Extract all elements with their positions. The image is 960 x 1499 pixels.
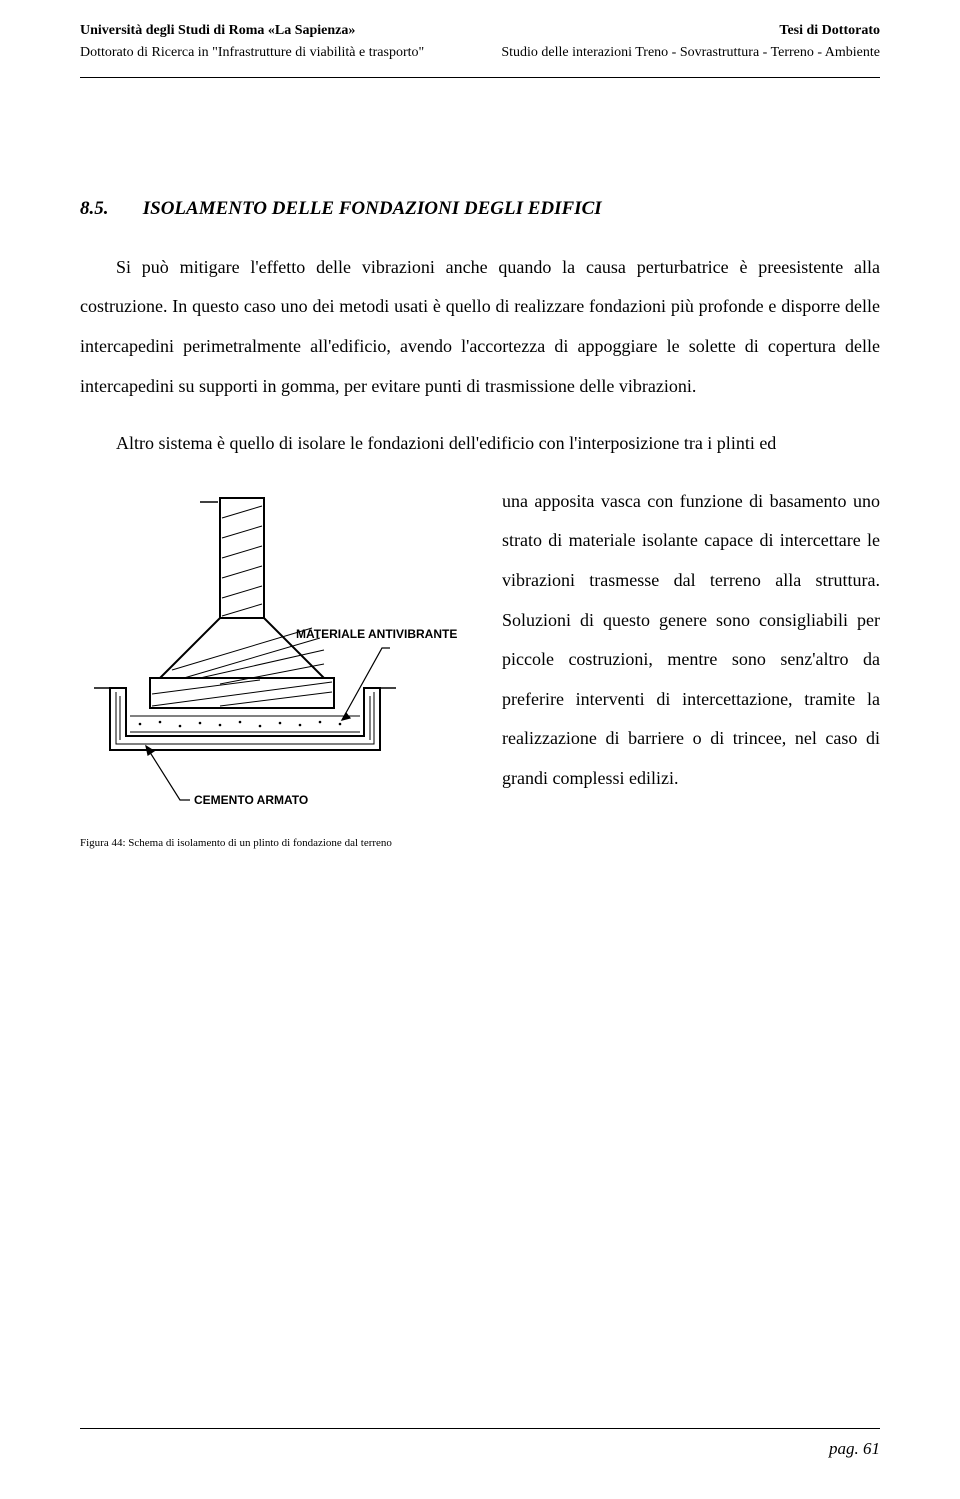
figure-block: MATERIALE ANTIVIBRANTE CEMENTO ARMATO Fi… [80,488,478,851]
figure-label-cemento: CEMENTO ARMATO [194,793,308,807]
header-right-line2: Studio delle interazioni Treno - Sovrast… [496,42,880,64]
footer-rule [80,1428,880,1429]
paragraph-1: Si può mitigare l'effetto delle vibrazio… [80,248,880,406]
page-header: Università degli Studi di Roma «La Sapie… [80,20,880,65]
paragraph-2-lead: Altro sistema è quello di isolare le fon… [80,424,880,464]
section-heading: 8.5. ISOLAMENTO DELLE FONDAZIONI DEGLI E… [80,198,880,220]
figure-label-antivibrante: MATERIALE ANTIVIBRANTE [296,627,457,641]
section-title: ISOLAMENTO DELLE FONDAZIONI DEGLI EDIFIC… [143,198,602,219]
header-right: Tesi di Dottorato Studio delle interazio… [496,20,880,65]
figure-diagram: MATERIALE ANTIVIBRANTE CEMENTO ARMATO [80,488,478,828]
header-left-line2: Dottorato di Ricerca in "Infrastrutture … [80,42,464,64]
paragraph-2-rest: una apposita vasca con funzione di basam… [502,491,880,788]
figure-and-text-wrap: MATERIALE ANTIVIBRANTE CEMENTO ARMATO Fi… [80,482,880,851]
section-number: 8.5. [80,198,138,220]
header-left: Università degli Studi di Roma «La Sapie… [80,20,464,65]
page-footer: pag. 61 [80,1428,880,1459]
header-right-line1: Tesi di Dottorato [496,20,880,42]
header-left-line1: Università degli Studi di Roma «La Sapie… [80,20,464,42]
header-rule [80,77,880,78]
figure-caption: Figura 44: Schema di isolamento di un pl… [80,836,478,851]
page: Università degli Studi di Roma «La Sapie… [0,0,960,1499]
page-number: pag. 61 [80,1439,880,1459]
foundation-diagram-svg: MATERIALE ANTIVIBRANTE CEMENTO ARMATO [80,488,478,828]
